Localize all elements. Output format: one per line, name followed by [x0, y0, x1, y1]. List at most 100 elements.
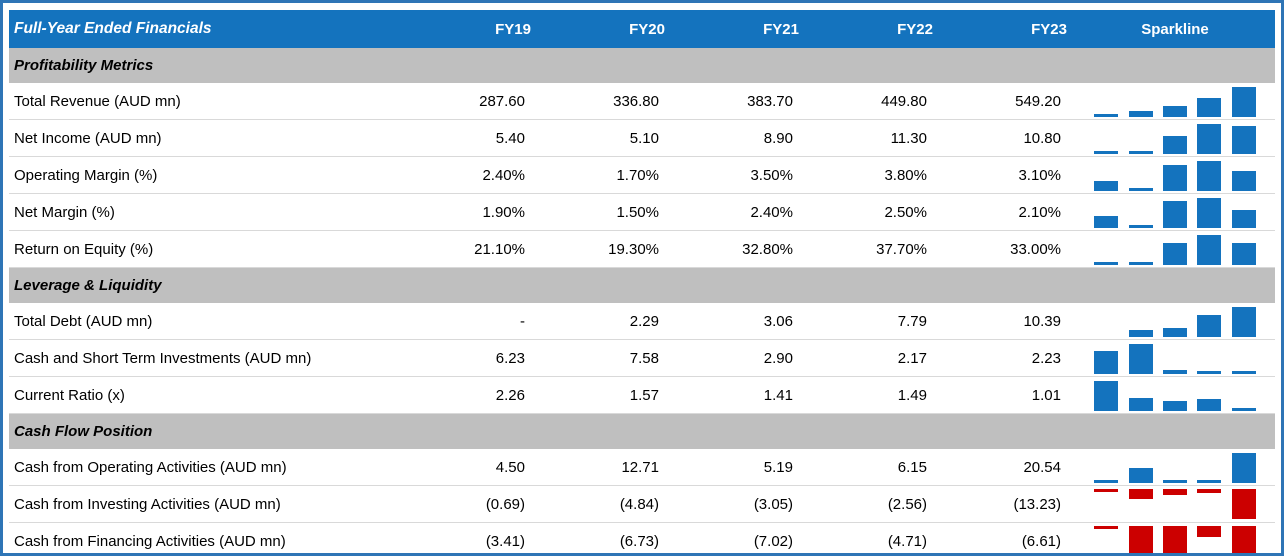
row-label: Cash from Operating Activities (AUD mn)	[9, 449, 405, 486]
row-label: Cash from Investing Activities (AUD mn)	[9, 485, 405, 523]
value-cell: 21.10%	[405, 230, 539, 268]
sparkline-bar-positive	[1128, 110, 1153, 117]
table-title: Full-Year Ended Financials	[9, 10, 405, 48]
table-row: Cash from Operating Activities (AUD mn) 4…	[9, 449, 1275, 486]
sparkline-bar-positive	[1231, 306, 1256, 337]
value-cell: 2.10%	[941, 193, 1075, 231]
value-cell: 2.17	[807, 339, 941, 377]
sparkline-bar-positive	[1128, 261, 1153, 265]
sparkline-cell	[1075, 339, 1275, 377]
sparkline-bar-positive	[1094, 261, 1119, 265]
value-cell: 12.71	[539, 449, 673, 486]
column-header-fy22: FY22	[807, 10, 941, 48]
value-cell: 1.50%	[539, 193, 673, 231]
row-label: Total Debt (AUD mn)	[9, 303, 405, 340]
row-label: Net Margin (%)	[9, 193, 405, 231]
value-cell: 1.01	[941, 376, 1075, 414]
sparkline-bar-negative	[1094, 488, 1119, 492]
sparkline-cell	[1075, 230, 1275, 268]
sparkline-bar-positive	[1163, 479, 1187, 483]
row-label: Cash from Financing Activities (AUD mn)	[9, 522, 405, 553]
sparkline-bar-positive	[1197, 479, 1222, 483]
sparkline-bar-positive	[1197, 97, 1222, 117]
sparkline-bar-positive	[1163, 200, 1187, 228]
row-label: Cash and Short Term Investments (AUD mn)	[9, 339, 405, 377]
sparkline	[1089, 380, 1261, 411]
sparkline-bar-positive	[1128, 224, 1153, 228]
value-cell: (13.23)	[941, 485, 1075, 523]
sparkline	[1089, 160, 1261, 191]
column-header-sparkline: Sparkline	[1075, 10, 1275, 48]
sparkline-bar-negative	[1197, 525, 1222, 537]
sparkline-bar-negative	[1231, 488, 1256, 519]
sparkline-bar-positive	[1163, 242, 1187, 265]
value-cell: 10.39	[941, 303, 1075, 340]
sparkline	[1089, 488, 1261, 520]
sparkline-cell	[1075, 83, 1275, 120]
sparkline-bar-positive	[1163, 400, 1187, 411]
value-cell: (4.71)	[807, 522, 941, 553]
value-cell: 549.20	[941, 83, 1075, 120]
section-header-row: Cash Flow Position	[9, 413, 1275, 449]
sparkline-bar-positive	[1163, 105, 1187, 117]
sparkline-cell	[1075, 119, 1275, 157]
value-cell: 7.58	[539, 339, 673, 377]
table-row: Cash from Investing Activities (AUD mn) (…	[9, 485, 1275, 523]
sparkline-bar-positive	[1094, 150, 1119, 154]
value-cell: 32.80%	[673, 230, 807, 268]
table-row: Net Margin (%) 1.90% 1.50% 2.40% 2.50% 2.10%	[9, 193, 1275, 231]
sparkline-bar-positive	[1231, 86, 1256, 117]
value-cell: 5.19	[673, 449, 807, 486]
sparkline-bar-positive	[1128, 329, 1153, 337]
value-cell: 1.49	[807, 376, 941, 414]
value-cell: 383.70	[673, 83, 807, 120]
sparkline-cell	[1075, 193, 1275, 231]
sparkline	[1089, 525, 1261, 553]
financials-table: Full-Year Ended Financials FY19 FY20 FY2…	[9, 10, 1275, 553]
sparkline-cell	[1075, 303, 1275, 340]
sparkline-bar-positive	[1094, 180, 1119, 191]
value-cell: 37.70%	[807, 230, 941, 268]
section-header-row: Leverage & Liquidity	[9, 267, 1275, 303]
row-label: Operating Margin (%)	[9, 156, 405, 194]
sparkline-bar-positive	[1231, 125, 1256, 154]
value-cell: 3.80%	[807, 156, 941, 194]
sparkline-bar-positive	[1128, 397, 1153, 411]
sparkline-bar-positive	[1128, 187, 1153, 191]
sparkline-cell	[1075, 522, 1275, 553]
sparkline-bar-positive	[1163, 369, 1187, 374]
value-cell: 11.30	[807, 119, 941, 157]
column-header-fy23: FY23	[941, 10, 1075, 48]
section-label: Profitability Metrics	[9, 48, 1275, 83]
sparkline-bar-positive	[1197, 123, 1222, 154]
sparkline-bar-positive	[1197, 160, 1222, 191]
sparkline-bar-positive	[1231, 452, 1256, 483]
sparkline-bar-negative	[1197, 488, 1222, 493]
value-cell: (3.05)	[673, 485, 807, 523]
value-cell: 20.54	[941, 449, 1075, 486]
sparkline-bar-positive	[1197, 314, 1222, 337]
value-cell: 1.41	[673, 376, 807, 414]
value-cell: 3.50%	[673, 156, 807, 194]
value-cell: 2.90	[673, 339, 807, 377]
value-cell: 2.50%	[807, 193, 941, 231]
value-cell: (3.41)	[405, 522, 539, 553]
sparkline	[1089, 452, 1261, 483]
value-cell: (6.61)	[941, 522, 1075, 553]
sparkline	[1089, 306, 1261, 337]
value-cell: 7.79	[807, 303, 941, 340]
sparkline-cell	[1075, 449, 1275, 486]
sparkline-bar-positive	[1094, 113, 1119, 117]
value-cell: -	[405, 303, 539, 340]
value-cell: 6.23	[405, 339, 539, 377]
table-row: Total Revenue (AUD mn) 287.60 336.80 383.70…	[9, 83, 1275, 120]
value-cell: 287.60	[405, 83, 539, 120]
value-cell: 2.23	[941, 339, 1075, 377]
row-label: Net Income (AUD mn)	[9, 119, 405, 157]
sparkline-cell	[1075, 376, 1275, 414]
column-header-fy19: FY19	[405, 10, 539, 48]
table-row: Net Income (AUD mn) 5.40 5.10 8.90 11.30 10.8…	[9, 119, 1275, 157]
value-cell: 1.70%	[539, 156, 673, 194]
value-cell: (6.73)	[539, 522, 673, 553]
